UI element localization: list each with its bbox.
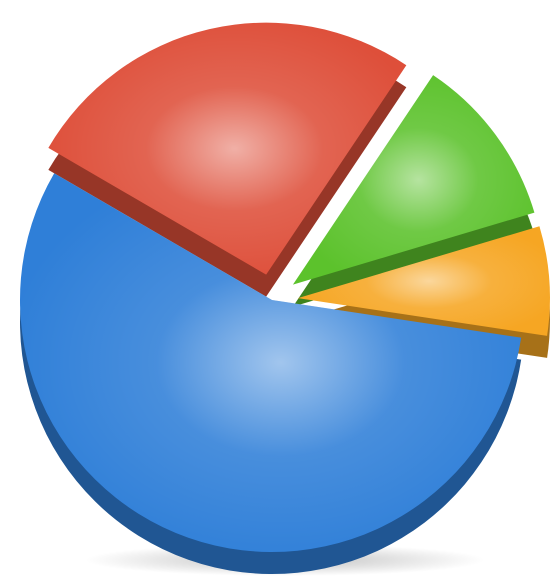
pie bbox=[20, 22, 550, 574]
